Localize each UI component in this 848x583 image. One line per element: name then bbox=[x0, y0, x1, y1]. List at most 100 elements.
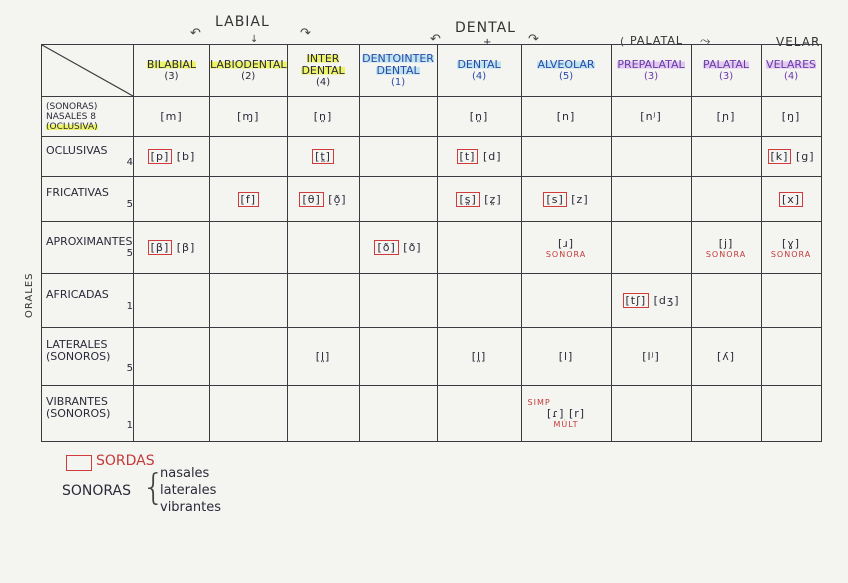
phoneme-cell: [x] bbox=[760, 176, 822, 222]
sonora-phoneme: [l̪] bbox=[471, 350, 487, 363]
phoneme-cell: [p] [b] bbox=[133, 136, 210, 177]
nasal-cell: [n̪] bbox=[286, 96, 360, 137]
group-labial: LABIAL bbox=[215, 14, 270, 30]
sorda-phoneme: [s̪] bbox=[456, 191, 480, 207]
phoneme-cell bbox=[690, 385, 762, 442]
phoneme-cell bbox=[610, 221, 692, 274]
arrow-right-icon: ⤳ bbox=[700, 34, 711, 49]
sorda-phoneme: [tʃ] bbox=[622, 293, 650, 308]
sonora-phoneme: [l] bbox=[558, 350, 574, 363]
phoneme-cell bbox=[133, 327, 210, 386]
oral-rows: OCLUSIVAS 4 [p] [b] [t̪] [t] [d] [k] [g] FRICA… bbox=[41, 136, 822, 442]
col-header-velares: VELARES (4) bbox=[760, 44, 822, 97]
row-label: FRICATIVAS bbox=[46, 186, 109, 199]
group-palatal: PALATAL bbox=[630, 34, 684, 47]
bracket-left-icon: ( bbox=[620, 35, 625, 48]
phoneme-cell bbox=[690, 176, 762, 222]
row-count: 5 bbox=[126, 362, 133, 374]
col-header-dental: DENTAL (4) bbox=[436, 44, 522, 97]
col-header-labiodental: LABIODENTAL (2) bbox=[209, 44, 288, 97]
nasal-row: (SONORAS) NASALES 8 (OCLUSIVA) [m] [ɱ] [… bbox=[41, 96, 822, 137]
phoneme-cell bbox=[358, 273, 438, 328]
sorda-phoneme: [β] bbox=[147, 240, 173, 255]
nasal-cell: [n̪] bbox=[436, 96, 522, 137]
sonora-phoneme: [z] bbox=[571, 192, 589, 206]
sorda-phoneme: [ð] bbox=[374, 240, 399, 255]
legend-item: vibrantes bbox=[160, 500, 221, 515]
phoneme-cell bbox=[610, 136, 692, 177]
phoneme-cell bbox=[760, 273, 822, 328]
phoneme-cell bbox=[436, 385, 522, 442]
row-count: 5 bbox=[126, 247, 133, 259]
sonora-phoneme: [ð̞] bbox=[328, 192, 347, 206]
arrow-right-icon: ↷ bbox=[528, 32, 539, 47]
sonora-phoneme: [d] bbox=[482, 150, 502, 163]
nasal-cell bbox=[358, 96, 438, 137]
phoneme-cell: [lʲ] bbox=[610, 327, 692, 386]
phoneme-cell bbox=[358, 327, 438, 386]
consonant-row: AFRICADAS 1 [tʃ] [dʒ] bbox=[41, 273, 822, 328]
sonora-phoneme: [ɣ] bbox=[781, 236, 801, 250]
phoneme-cell: [s] [z] bbox=[520, 176, 612, 222]
row-label: LATERALES (SONOROS) bbox=[46, 337, 111, 363]
sorda-phoneme: [θ] bbox=[299, 191, 324, 207]
consonant-row: APROXIMANTES 5 [β] [β] [ð] [ð] [ɹ] SONORA [j] S… bbox=[41, 221, 822, 274]
sorda-phoneme: [t̪] bbox=[312, 149, 334, 164]
col-header-bilabial: BILABIAL (3) bbox=[133, 44, 210, 97]
row-header: AFRICADAS 1 bbox=[41, 273, 134, 328]
col-header-palatal: PALATAL (3) bbox=[690, 44, 762, 97]
sonora-phoneme: [z̪] bbox=[484, 192, 502, 206]
phoneme-cell bbox=[358, 136, 438, 177]
diagonal-line bbox=[42, 45, 133, 96]
nasal-cell: [ɲ] bbox=[690, 96, 762, 137]
phoneme-cell: [t̪] bbox=[286, 136, 360, 177]
col-header-dentointerdental: DENTOINTER DENTAL (1) bbox=[358, 44, 438, 97]
sorda-phoneme: [p] bbox=[147, 149, 173, 164]
vibrante-simple-note: SIMP bbox=[527, 398, 551, 407]
sonora-phoneme: [ð] bbox=[403, 241, 422, 254]
row-label: AFRICADAS bbox=[46, 287, 109, 301]
sorda-phoneme: [t] bbox=[456, 149, 479, 164]
phoneme-cell bbox=[209, 221, 288, 274]
row-label: APROXIMANTES bbox=[46, 234, 133, 248]
phoneme-cell bbox=[358, 385, 438, 442]
phoneme-cell bbox=[760, 327, 822, 386]
sonora-phoneme: [b] bbox=[176, 150, 196, 163]
arrow-left-icon: ↶ bbox=[190, 26, 201, 41]
phoneme-cell: [θ] [ð̞] bbox=[286, 176, 360, 222]
legend-sonoras: SONORAS bbox=[62, 483, 132, 499]
phoneme-cell: [ɣ] SONORA bbox=[760, 221, 822, 274]
phoneme-cell: [f] bbox=[209, 176, 288, 222]
header-row: BILABIAL (3) LABIODENTAL (2) INTER DENTAL(… bbox=[41, 44, 822, 97]
phoneme-cell bbox=[209, 385, 288, 442]
phoneme-cell bbox=[286, 273, 360, 328]
nasal-cell: [m] bbox=[133, 96, 210, 137]
phoneme-cell bbox=[286, 385, 360, 442]
legend-item: nasales bbox=[160, 466, 210, 481]
row-label: OCLUSIVAS bbox=[46, 143, 108, 157]
legend-items: nasales laterales vibrantes bbox=[160, 465, 221, 516]
row-count: 5 bbox=[126, 199, 133, 210]
nasal-cell: [ɱ] bbox=[209, 96, 288, 137]
row-label: VIBRANTES (SONOROS) bbox=[46, 394, 111, 420]
phoneme-cell bbox=[610, 385, 692, 442]
row-header: FRICATIVAS 5 bbox=[41, 176, 134, 222]
nasal-cell: [n] bbox=[520, 96, 612, 137]
consonant-row: LATERALES (SONOROS) 5 [l̪] [l̪] [l] [lʲ] [ʎ] bbox=[41, 327, 822, 386]
arrow-left-icon: ↶ bbox=[430, 32, 441, 47]
side-label-orales: ORALES bbox=[24, 272, 35, 319]
phoneme-cell bbox=[436, 221, 522, 274]
nasal-cell: [ŋ] bbox=[760, 96, 822, 137]
phoneme-cell: SIMP [ɾ] [r] MÚLT bbox=[520, 385, 612, 442]
sorda-phoneme: [f] bbox=[237, 191, 259, 207]
phoneme-cell bbox=[133, 176, 210, 222]
sorda-phoneme: [k] bbox=[767, 149, 792, 164]
legend-sordas: SORDAS bbox=[96, 453, 155, 469]
sonora-phoneme: [r] bbox=[568, 407, 586, 420]
dental-mark: + bbox=[483, 37, 492, 48]
nasal-row-header: (SONORAS) NASALES 8 (OCLUSIVA) bbox=[41, 96, 134, 137]
sonora-phoneme: [β] bbox=[176, 241, 196, 254]
phoneme-cell: [ɹ] SONORA bbox=[520, 221, 612, 274]
group-dental: DENTAL bbox=[455, 20, 516, 36]
sonora-phoneme: [ɾ] bbox=[547, 407, 565, 420]
